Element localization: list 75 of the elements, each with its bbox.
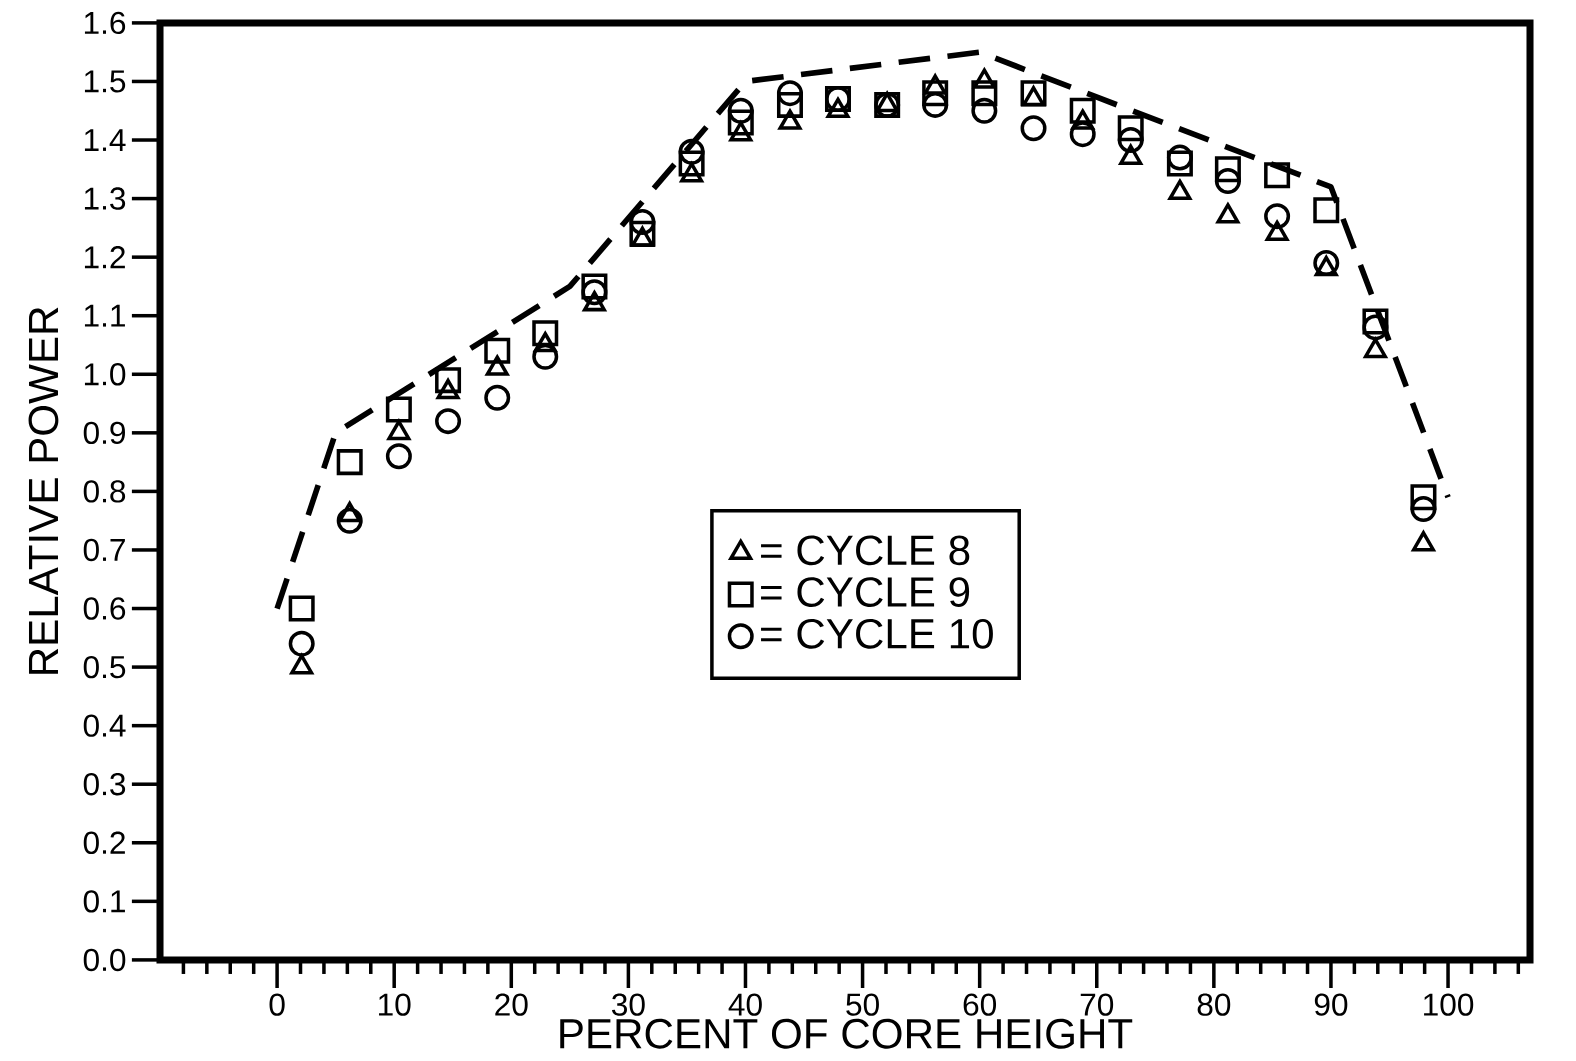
point [1410, 484, 1437, 511]
point [1264, 162, 1291, 189]
point [532, 320, 559, 347]
point [1264, 203, 1291, 230]
y-tick-label: 0.7 [83, 538, 125, 562]
legend-label: = CYCLE 8 [761, 535, 970, 566]
point [435, 367, 462, 394]
legend-label: = CYCLE 9 [761, 577, 970, 607]
x-tick-label: 70 [1080, 993, 1114, 1016]
x-tick-label: 50 [846, 993, 879, 1016]
y-tick-label: 0.0 [83, 948, 126, 972]
point [1313, 197, 1340, 224]
y-tick-label: 1.0 [84, 363, 126, 386]
point [532, 343, 559, 370]
y-tick-label: 0.9 [83, 421, 125, 445]
point [1362, 308, 1389, 335]
point [1020, 80, 1047, 107]
point [1410, 496, 1437, 523]
point [971, 80, 998, 107]
point [385, 443, 412, 470]
point [1214, 156, 1241, 183]
point [435, 408, 462, 435]
point [581, 273, 608, 300]
x-tick-label: 90 [1314, 993, 1348, 1016]
point [727, 109, 754, 136]
y-tick-label: 1.5 [84, 70, 126, 93]
point [1214, 168, 1241, 195]
y-tick-label: 0.6 [83, 597, 126, 620]
point [1020, 115, 1047, 142]
y-tick-label: 1.2 [84, 246, 125, 269]
x-tick-label: 80 [1197, 993, 1231, 1016]
point [1117, 115, 1144, 142]
point [1166, 150, 1193, 177]
point [385, 396, 412, 423]
point [727, 97, 754, 124]
y-tick-label: 0.5 [83, 655, 126, 679]
point [288, 630, 315, 657]
x-tick-label: 100 [1424, 993, 1474, 1016]
y-tick-label: 1.1 [84, 304, 125, 327]
point [484, 337, 511, 364]
y-tick-label: 0.2 [83, 831, 125, 855]
y-tick-label: 0.1 [83, 890, 125, 913]
point [1362, 314, 1389, 341]
x-axis-title: PERCENT OF CORE HEIGHT [560, 1018, 1133, 1049]
y-tick-label: 1.6 [84, 11, 126, 35]
point [1069, 97, 1096, 124]
y-tick-label: 1.3 [84, 187, 126, 210]
point [1117, 127, 1144, 154]
legend-label: = CYCLE 10 [761, 618, 993, 649]
point [336, 507, 363, 534]
point [971, 97, 998, 124]
point [776, 91, 803, 118]
point [776, 80, 803, 107]
point [1166, 144, 1193, 171]
point [678, 138, 705, 165]
x-tick-label: 0 [269, 993, 285, 1016]
y-tick-label: 0.4 [83, 714, 126, 737]
point [581, 279, 608, 306]
x-tick-label: 20 [495, 993, 528, 1016]
point [922, 80, 949, 107]
point [922, 91, 949, 118]
point [336, 449, 363, 476]
y-tick-label: 0.8 [83, 480, 126, 503]
point [629, 209, 656, 236]
x-tick-label: 60 [963, 993, 997, 1016]
y-tick-label: 1.4 [84, 129, 126, 151]
x-tick-label: 40 [728, 993, 762, 1016]
point [484, 384, 511, 411]
x-tick-label: 30 [612, 993, 645, 1016]
point [288, 595, 315, 622]
y-tick-label: 0.3 [83, 773, 126, 796]
x-tick-label: 10 [379, 993, 411, 1016]
point [1069, 121, 1096, 148]
point [678, 150, 705, 177]
y-axis-title: RELATIVE POWER [28, 307, 59, 674]
